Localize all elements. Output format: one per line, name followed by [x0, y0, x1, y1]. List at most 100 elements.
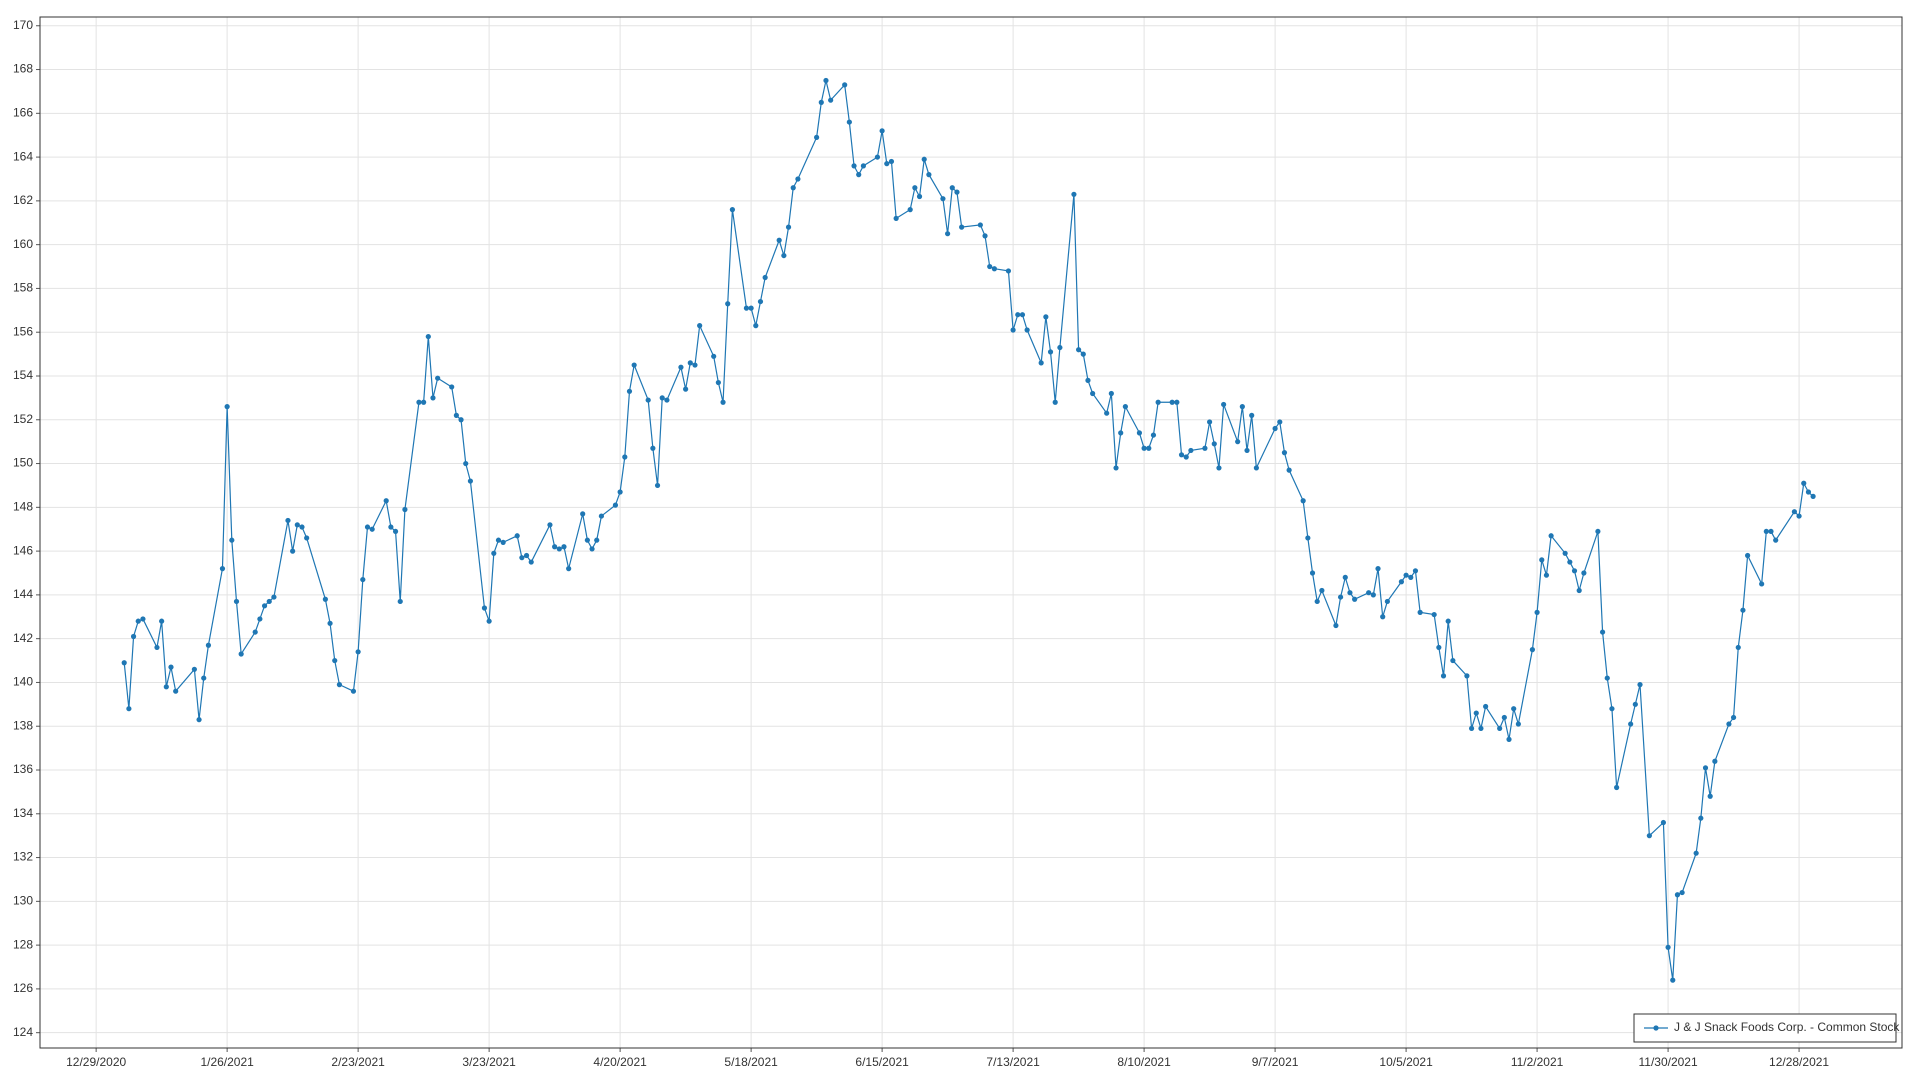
data-point — [856, 172, 862, 178]
data-point — [1497, 725, 1503, 732]
data-point — [1239, 404, 1245, 410]
data-point — [654, 482, 661, 489]
data-point — [1614, 784, 1620, 791]
data-point — [659, 395, 665, 401]
data-point — [617, 489, 623, 495]
y-tick-label: 166 — [13, 105, 33, 119]
data-point — [1417, 609, 1423, 615]
data-point — [566, 566, 572, 572]
data-point — [1342, 574, 1348, 580]
data-point — [687, 360, 693, 366]
data-point — [1118, 430, 1124, 436]
data-point — [1628, 721, 1634, 727]
data-point — [416, 399, 422, 405]
data-point — [435, 375, 441, 381]
data-point — [360, 576, 366, 583]
data-point — [851, 163, 857, 169]
data-point — [1576, 587, 1582, 594]
data-point — [252, 629, 258, 635]
data-point — [1445, 618, 1451, 624]
data-point — [556, 546, 562, 552]
y-tick-label: 148 — [13, 499, 33, 513]
data-point — [299, 524, 305, 530]
data-point — [201, 675, 207, 681]
data-point — [481, 605, 488, 611]
data-point — [491, 550, 497, 556]
data-point — [229, 537, 235, 543]
data-point — [893, 215, 899, 221]
data-point — [397, 598, 403, 605]
y-tick-label: 132 — [13, 850, 33, 864]
data-point — [528, 559, 534, 565]
data-point — [977, 222, 983, 228]
data-point — [645, 397, 651, 403]
data-point — [1796, 513, 1802, 519]
data-point — [1408, 574, 1414, 580]
data-point — [1562, 550, 1568, 556]
data-point — [1501, 714, 1507, 721]
data-point — [261, 603, 268, 609]
data-point — [425, 333, 431, 340]
data-point — [1730, 714, 1737, 721]
data-point — [126, 706, 132, 712]
y-tick-label: 144 — [13, 587, 33, 601]
data-point — [467, 478, 474, 484]
data-point — [987, 263, 993, 270]
data-point — [355, 649, 361, 655]
data-point — [1169, 399, 1175, 405]
data-point — [196, 717, 202, 723]
y-tick-label: 158 — [13, 281, 33, 295]
data-point — [781, 252, 787, 259]
data-point — [1707, 793, 1713, 799]
y-tick-label: 134 — [13, 806, 33, 820]
data-point — [1759, 581, 1765, 587]
data-point — [1436, 644, 1442, 651]
data-point — [173, 688, 179, 694]
data-point — [711, 353, 717, 359]
data-point — [720, 399, 726, 405]
data-point — [1464, 673, 1470, 679]
data-point — [1010, 327, 1016, 333]
x-tick-label: 8/10/2021 — [1117, 1055, 1171, 1069]
data-point — [1670, 977, 1676, 983]
data-point — [1333, 622, 1339, 629]
data-point — [449, 384, 455, 390]
data-point — [463, 460, 469, 467]
data-point — [1539, 557, 1545, 563]
data-point — [1375, 566, 1381, 572]
x-tick-label: 4/20/2021 — [593, 1055, 647, 1069]
data-point — [879, 128, 885, 134]
data-point — [1366, 590, 1372, 596]
data-point — [1380, 614, 1386, 620]
data-point — [683, 386, 689, 392]
data-point — [1047, 349, 1054, 355]
data-point — [1515, 721, 1521, 727]
data-point — [631, 362, 637, 368]
data-point — [1810, 493, 1816, 499]
data-point — [140, 616, 146, 622]
y-tick-label: 130 — [13, 894, 33, 908]
data-point — [523, 552, 530, 559]
data-point — [500, 539, 506, 545]
data-point — [650, 445, 656, 451]
data-point — [1609, 706, 1615, 712]
data-point — [1281, 450, 1288, 456]
data-point — [664, 397, 670, 403]
data-point — [1057, 344, 1063, 351]
x-tick-label: 2/23/2021 — [331, 1055, 385, 1069]
data-point — [1272, 425, 1278, 432]
data-point — [336, 682, 343, 688]
data-point — [842, 82, 848, 88]
x-tick-label: 10/5/2021 — [1379, 1055, 1433, 1069]
data-point — [757, 298, 764, 305]
data-point — [1136, 430, 1143, 436]
x-tick-label: 6/15/2021 — [855, 1055, 909, 1069]
data-point — [959, 224, 965, 230]
data-point — [790, 185, 796, 191]
data-point — [1529, 647, 1536, 653]
data-point — [1277, 419, 1283, 425]
data-point — [369, 526, 375, 532]
data-point — [1660, 819, 1667, 826]
x-tick-label: 1/26/2021 — [200, 1055, 254, 1069]
